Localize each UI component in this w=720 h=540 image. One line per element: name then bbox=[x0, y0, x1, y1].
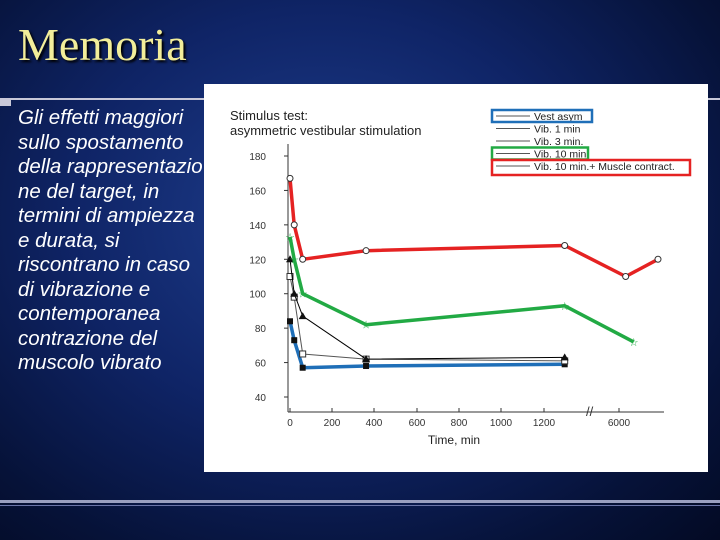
x-tick-label: 6000 bbox=[608, 418, 631, 429]
y-tick-label: 140 bbox=[249, 221, 266, 232]
data-point-0 bbox=[287, 318, 293, 325]
axis-break-mark: // bbox=[586, 404, 594, 419]
title-divider-accent bbox=[0, 98, 11, 106]
legend-label: Vib. 1 min bbox=[534, 124, 581, 136]
x-tick-label: 1000 bbox=[490, 418, 513, 429]
legend-label: Vib. 10 min.+ Muscle contract. bbox=[534, 161, 675, 173]
data-point-4 bbox=[622, 273, 630, 280]
series-lines: ☆ ☆ ☆ ☆ ☆ ☆ bbox=[285, 174, 662, 371]
y-ticks: 40 60 80 100 120 140 160 180 bbox=[249, 152, 288, 404]
data-point-2 bbox=[298, 312, 307, 320]
x-tick-label: 400 bbox=[366, 418, 383, 429]
x-tick-label: 200 bbox=[324, 418, 341, 429]
x-ticks: 0 200 400 600 800 1000 1200 6000 bbox=[287, 408, 631, 429]
data-point-3: ☆ bbox=[629, 337, 639, 349]
x-tick-label: 1200 bbox=[533, 418, 556, 429]
series-line-4 bbox=[288, 178, 659, 279]
data-point-2 bbox=[560, 353, 569, 361]
slide-body-text: Gli effetti maggiori sullo spostamento d… bbox=[18, 106, 203, 374]
data-point-2 bbox=[286, 255, 294, 263]
data-point-3: ☆ bbox=[285, 232, 295, 244]
x-tick-label: 800 bbox=[451, 418, 468, 429]
footer-divider bbox=[0, 500, 720, 503]
data-point-4 bbox=[286, 174, 294, 182]
x-tick-label: 0 bbox=[287, 418, 293, 429]
data-point-3: ☆ bbox=[289, 254, 299, 266]
chart-title: Stimulus test: bbox=[230, 108, 308, 123]
y-tick-label: 100 bbox=[249, 290, 266, 301]
data-point-0 bbox=[299, 364, 306, 371]
data-point-4 bbox=[561, 242, 569, 250]
data-point-4 bbox=[362, 247, 370, 255]
footer-divider-thin bbox=[0, 505, 720, 506]
data-point-0 bbox=[291, 337, 298, 344]
legend-label: Vest asym bbox=[534, 111, 583, 123]
data-point-3: ☆ bbox=[560, 301, 570, 313]
y-tick-label: 160 bbox=[249, 186, 266, 197]
legend-label: Vib. 10 min. bbox=[534, 149, 589, 161]
y-tick-label: 180 bbox=[249, 152, 266, 163]
y-tick-label: 40 bbox=[255, 393, 267, 404]
data-point-1 bbox=[286, 273, 294, 280]
data-point-4 bbox=[290, 221, 298, 229]
line-chart: Stimulus test: asymmetric vestibular sti… bbox=[230, 108, 692, 447]
data-point-0 bbox=[363, 363, 370, 370]
slide-title: Memoria bbox=[18, 19, 187, 70]
data-point-2 bbox=[362, 355, 371, 363]
y-tick-label: 60 bbox=[255, 359, 267, 370]
data-point-4 bbox=[299, 255, 307, 263]
chart-subtitle: asymmetric vestibular stimulation bbox=[230, 123, 421, 138]
series-line-3 bbox=[288, 236, 635, 344]
y-tick-label: 120 bbox=[249, 255, 266, 266]
legend-highlight-box bbox=[490, 158, 692, 177]
legend-highlight-box bbox=[490, 108, 594, 124]
data-point-3: ☆ bbox=[298, 289, 308, 301]
x-tick-label: 600 bbox=[409, 418, 426, 429]
data-point-4 bbox=[654, 255, 662, 263]
y-tick-label: 80 bbox=[255, 324, 267, 335]
data-point-2 bbox=[290, 289, 299, 297]
x-axis-label: Time, min bbox=[428, 433, 480, 447]
chart-figure: Stimulus test: asymmetric vestibular sti… bbox=[204, 84, 708, 472]
legend-label: Vib. 3 min. bbox=[534, 136, 583, 148]
data-point-3: ☆ bbox=[361, 320, 371, 332]
data-point-1 bbox=[299, 350, 307, 358]
